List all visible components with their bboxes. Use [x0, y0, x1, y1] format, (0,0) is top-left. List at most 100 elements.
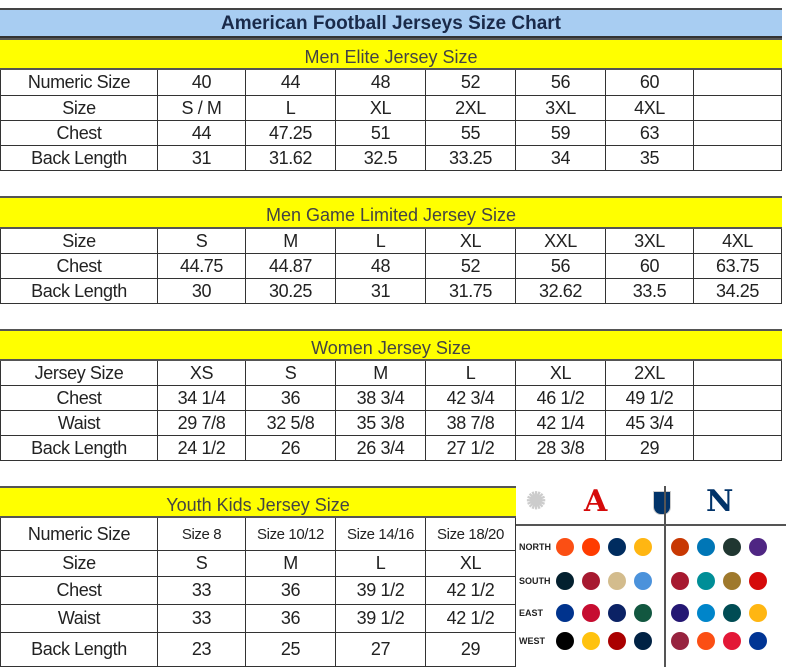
table-cell: 47.25	[246, 121, 336, 145]
table-cell: 4XL	[694, 229, 782, 253]
men-elite-section: Men Elite Jersey Size Numeric Size 40 44 48 5…	[0, 38, 782, 171]
table-row: Back Length 30 30.25 31 31.75 32.62 33.5 34.25	[0, 279, 782, 304]
table-cell: XL	[426, 551, 516, 576]
table-cell: 30	[158, 279, 246, 303]
division-label-south: SOUTH	[519, 576, 551, 586]
table-cell: L	[336, 551, 426, 576]
cardinals-logo-icon	[671, 632, 689, 650]
row-label: Chest	[0, 254, 158, 278]
table-cell: 26 3/4	[336, 436, 426, 460]
table-cell	[694, 436, 782, 460]
section-heading-text: Men Game Limited Jersey Size	[265, 205, 517, 225]
browns-logo-icon	[582, 538, 600, 556]
table-cell: 51	[336, 121, 426, 145]
table-cell: 63	[606, 121, 694, 145]
table-cell: L	[426, 361, 516, 385]
table-cell: 42 1/4	[516, 411, 606, 435]
colts-logo-icon	[608, 538, 626, 556]
table-cell: 33	[158, 577, 246, 604]
table-row: Chest 44.75 44.87 48 52 56 60 63.75	[0, 254, 782, 279]
table-row: Back Length 31 31.62 32.5 33.25 34 35	[0, 146, 782, 171]
section-heading-text: Men Elite Jersey Size	[304, 47, 478, 67]
table-cell: 23	[158, 633, 246, 666]
packers-logo-icon	[723, 538, 741, 556]
section-heading-text: Women Jersey Size	[311, 338, 471, 358]
table-cell: 29	[606, 436, 694, 460]
vikings-logo-icon	[749, 538, 767, 556]
chargers-logo-icon	[582, 632, 600, 650]
table-cell: S	[158, 229, 246, 253]
table-cell: XL	[336, 96, 426, 120]
youth-kids-section: Youth Kids Jersey Size Numeric Size Size 8…	[0, 486, 516, 667]
nfc-logo: N	[706, 484, 734, 519]
table-cell: 63.75	[694, 254, 782, 278]
table-cell: 48	[336, 254, 426, 278]
table-cell	[694, 121, 782, 145]
table-cell: 34.25	[694, 279, 782, 303]
table-cell: 56	[516, 70, 606, 95]
table-row: Size S / M L XL 2XL 3XL 4XL	[0, 96, 782, 121]
afc-logo: A	[584, 484, 608, 519]
falcons-logo-icon	[671, 572, 689, 590]
table-cell: L	[336, 229, 426, 253]
table-cell: 46 1/2	[516, 386, 606, 410]
table-row: Chest 33 36 39 1/2 42 1/2	[0, 577, 516, 605]
women-section: Women Jersey Size Jersey Size XS S M L XL 2XL Ch…	[0, 329, 782, 461]
chiefs-logo-icon	[723, 632, 741, 650]
table-cell: 27 1/2	[426, 436, 516, 460]
table-cell: 36	[246, 577, 336, 604]
table-cell: 2XL	[426, 96, 516, 120]
table-cell: 3XL	[606, 229, 694, 253]
table-cell: 55	[426, 121, 516, 145]
star-icon: ✺	[526, 486, 547, 515]
division-label-east: EAST	[519, 608, 544, 618]
table-cell: Size 18/20	[426, 518, 516, 550]
table-cell: 44	[158, 121, 246, 145]
row-label: Back Length	[0, 633, 158, 666]
table-cell: 2XL	[606, 361, 694, 385]
youth-kids-heading: Youth Kids Jersey Size	[0, 486, 516, 518]
titans-logo-icon	[634, 572, 652, 590]
row-label: Waist	[0, 605, 158, 632]
conference-divider	[664, 486, 666, 667]
table-row: Jersey Size XS S M L XL 2XL	[0, 361, 782, 386]
row-label: Chest	[0, 386, 158, 410]
table-cell: L	[246, 96, 336, 120]
row-label: Size	[0, 229, 158, 253]
table-cell: 31.62	[246, 146, 336, 170]
men-elite-heading: Men Elite Jersey Size	[0, 38, 782, 70]
table-cell: 60	[606, 70, 694, 95]
table-cell	[694, 96, 782, 120]
table-row: Size S M L XL XXL 3XL 4XL	[0, 229, 782, 254]
table-cell: 42 3/4	[426, 386, 516, 410]
table-cell: Size 10/12	[246, 518, 336, 550]
row-label: Chest	[0, 121, 158, 145]
table-cell: 25	[246, 633, 336, 666]
table-cell: 44.75	[158, 254, 246, 278]
table-cell: XL	[426, 229, 516, 253]
table-cell: 60	[606, 254, 694, 278]
table-cell: M	[336, 361, 426, 385]
texans-logo-icon	[556, 572, 574, 590]
bills-logo-icon	[556, 604, 574, 622]
table-cell: 30.25	[246, 279, 336, 303]
table-cell: 38 3/4	[336, 386, 426, 410]
table-cell: M	[246, 229, 336, 253]
table-cell: S	[246, 361, 336, 385]
row-label: Back Length	[0, 146, 158, 170]
table-cell: XL	[516, 361, 606, 385]
section-heading-text: Youth Kids Jersey Size	[166, 495, 350, 515]
panthers-logo-icon	[697, 604, 715, 622]
table-cell: XS	[158, 361, 246, 385]
table-row: Back Length 24 1/2 26 26 3/4 27 1/2 28 3/8 29	[0, 436, 782, 461]
broncos-logo-icon	[697, 632, 715, 650]
table-cell: 31.75	[426, 279, 516, 303]
table-cell: 29	[426, 633, 516, 666]
table-cell	[694, 146, 782, 170]
texans-2-logo-icon	[582, 572, 600, 590]
table-cell: 31	[336, 279, 426, 303]
row-label: Waist	[0, 411, 158, 435]
table-row: Back Length 23 25 27 29	[0, 633, 516, 667]
table-cell	[694, 386, 782, 410]
table-cell	[694, 411, 782, 435]
